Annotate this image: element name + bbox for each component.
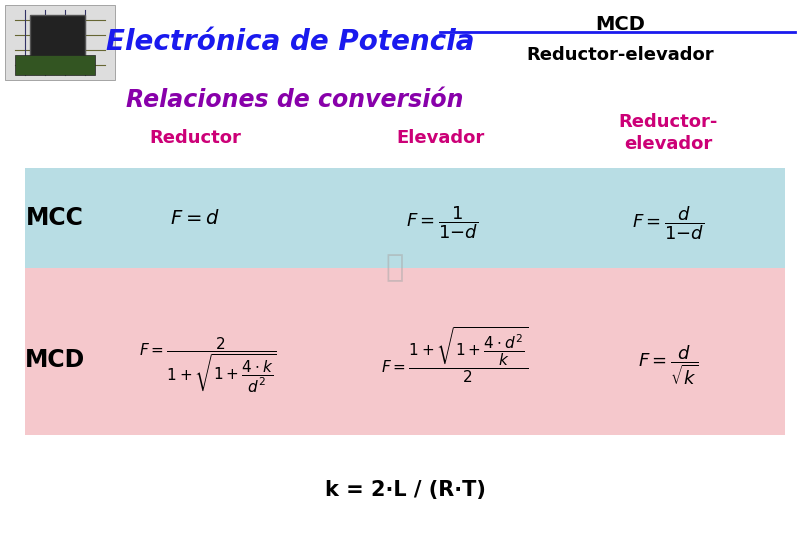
Text: 🔈: 🔈	[386, 253, 404, 282]
Text: MCD: MCD	[25, 348, 85, 372]
Text: MCC: MCC	[26, 206, 84, 230]
Text: $F = d$: $F = d$	[170, 208, 220, 227]
Text: $F = \dfrac{1}{1\mathregular{-}d}$: $F = \dfrac{1}{1\mathregular{-}d}$	[406, 205, 478, 241]
Bar	[25, 268, 785, 435]
Text: Relaciones de conversión: Relaciones de conversión	[126, 88, 464, 112]
Text: $F = \dfrac{d}{1\mathregular{-}d}$: $F = \dfrac{d}{1\mathregular{-}d}$	[632, 204, 704, 242]
Bar	[30, 15, 85, 65]
Text: $F = \dfrac{2}{1 + \sqrt{1 + \dfrac{4 \cdot k}{d^2}}}$: $F = \dfrac{2}{1 + \sqrt{1 + \dfrac{4 \c…	[139, 336, 277, 394]
Text: Electrónica de Potencia: Electrónica de Potencia	[106, 28, 474, 56]
Bar	[15, 55, 95, 75]
Text: MCD: MCD	[595, 16, 645, 35]
Bar	[25, 168, 785, 268]
Text: Elevador: Elevador	[396, 129, 484, 147]
Text: Reductor-elevador: Reductor-elevador	[526, 46, 714, 64]
Bar	[5, 5, 115, 80]
Text: Reductor: Reductor	[149, 129, 241, 147]
Text: k = 2·L / (R·T): k = 2·L / (R·T)	[325, 480, 485, 500]
Text: $F = \dfrac{1 + \sqrt{1 + \dfrac{4 \cdot d^2}{k}}}{2}$: $F = \dfrac{1 + \sqrt{1 + \dfrac{4 \cdot…	[382, 325, 529, 385]
Text: $F = \dfrac{d}{\sqrt{k}}$: $F = \dfrac{d}{\sqrt{k}}$	[637, 343, 698, 387]
Text: Reductor-
elevador: Reductor- elevador	[618, 113, 718, 153]
